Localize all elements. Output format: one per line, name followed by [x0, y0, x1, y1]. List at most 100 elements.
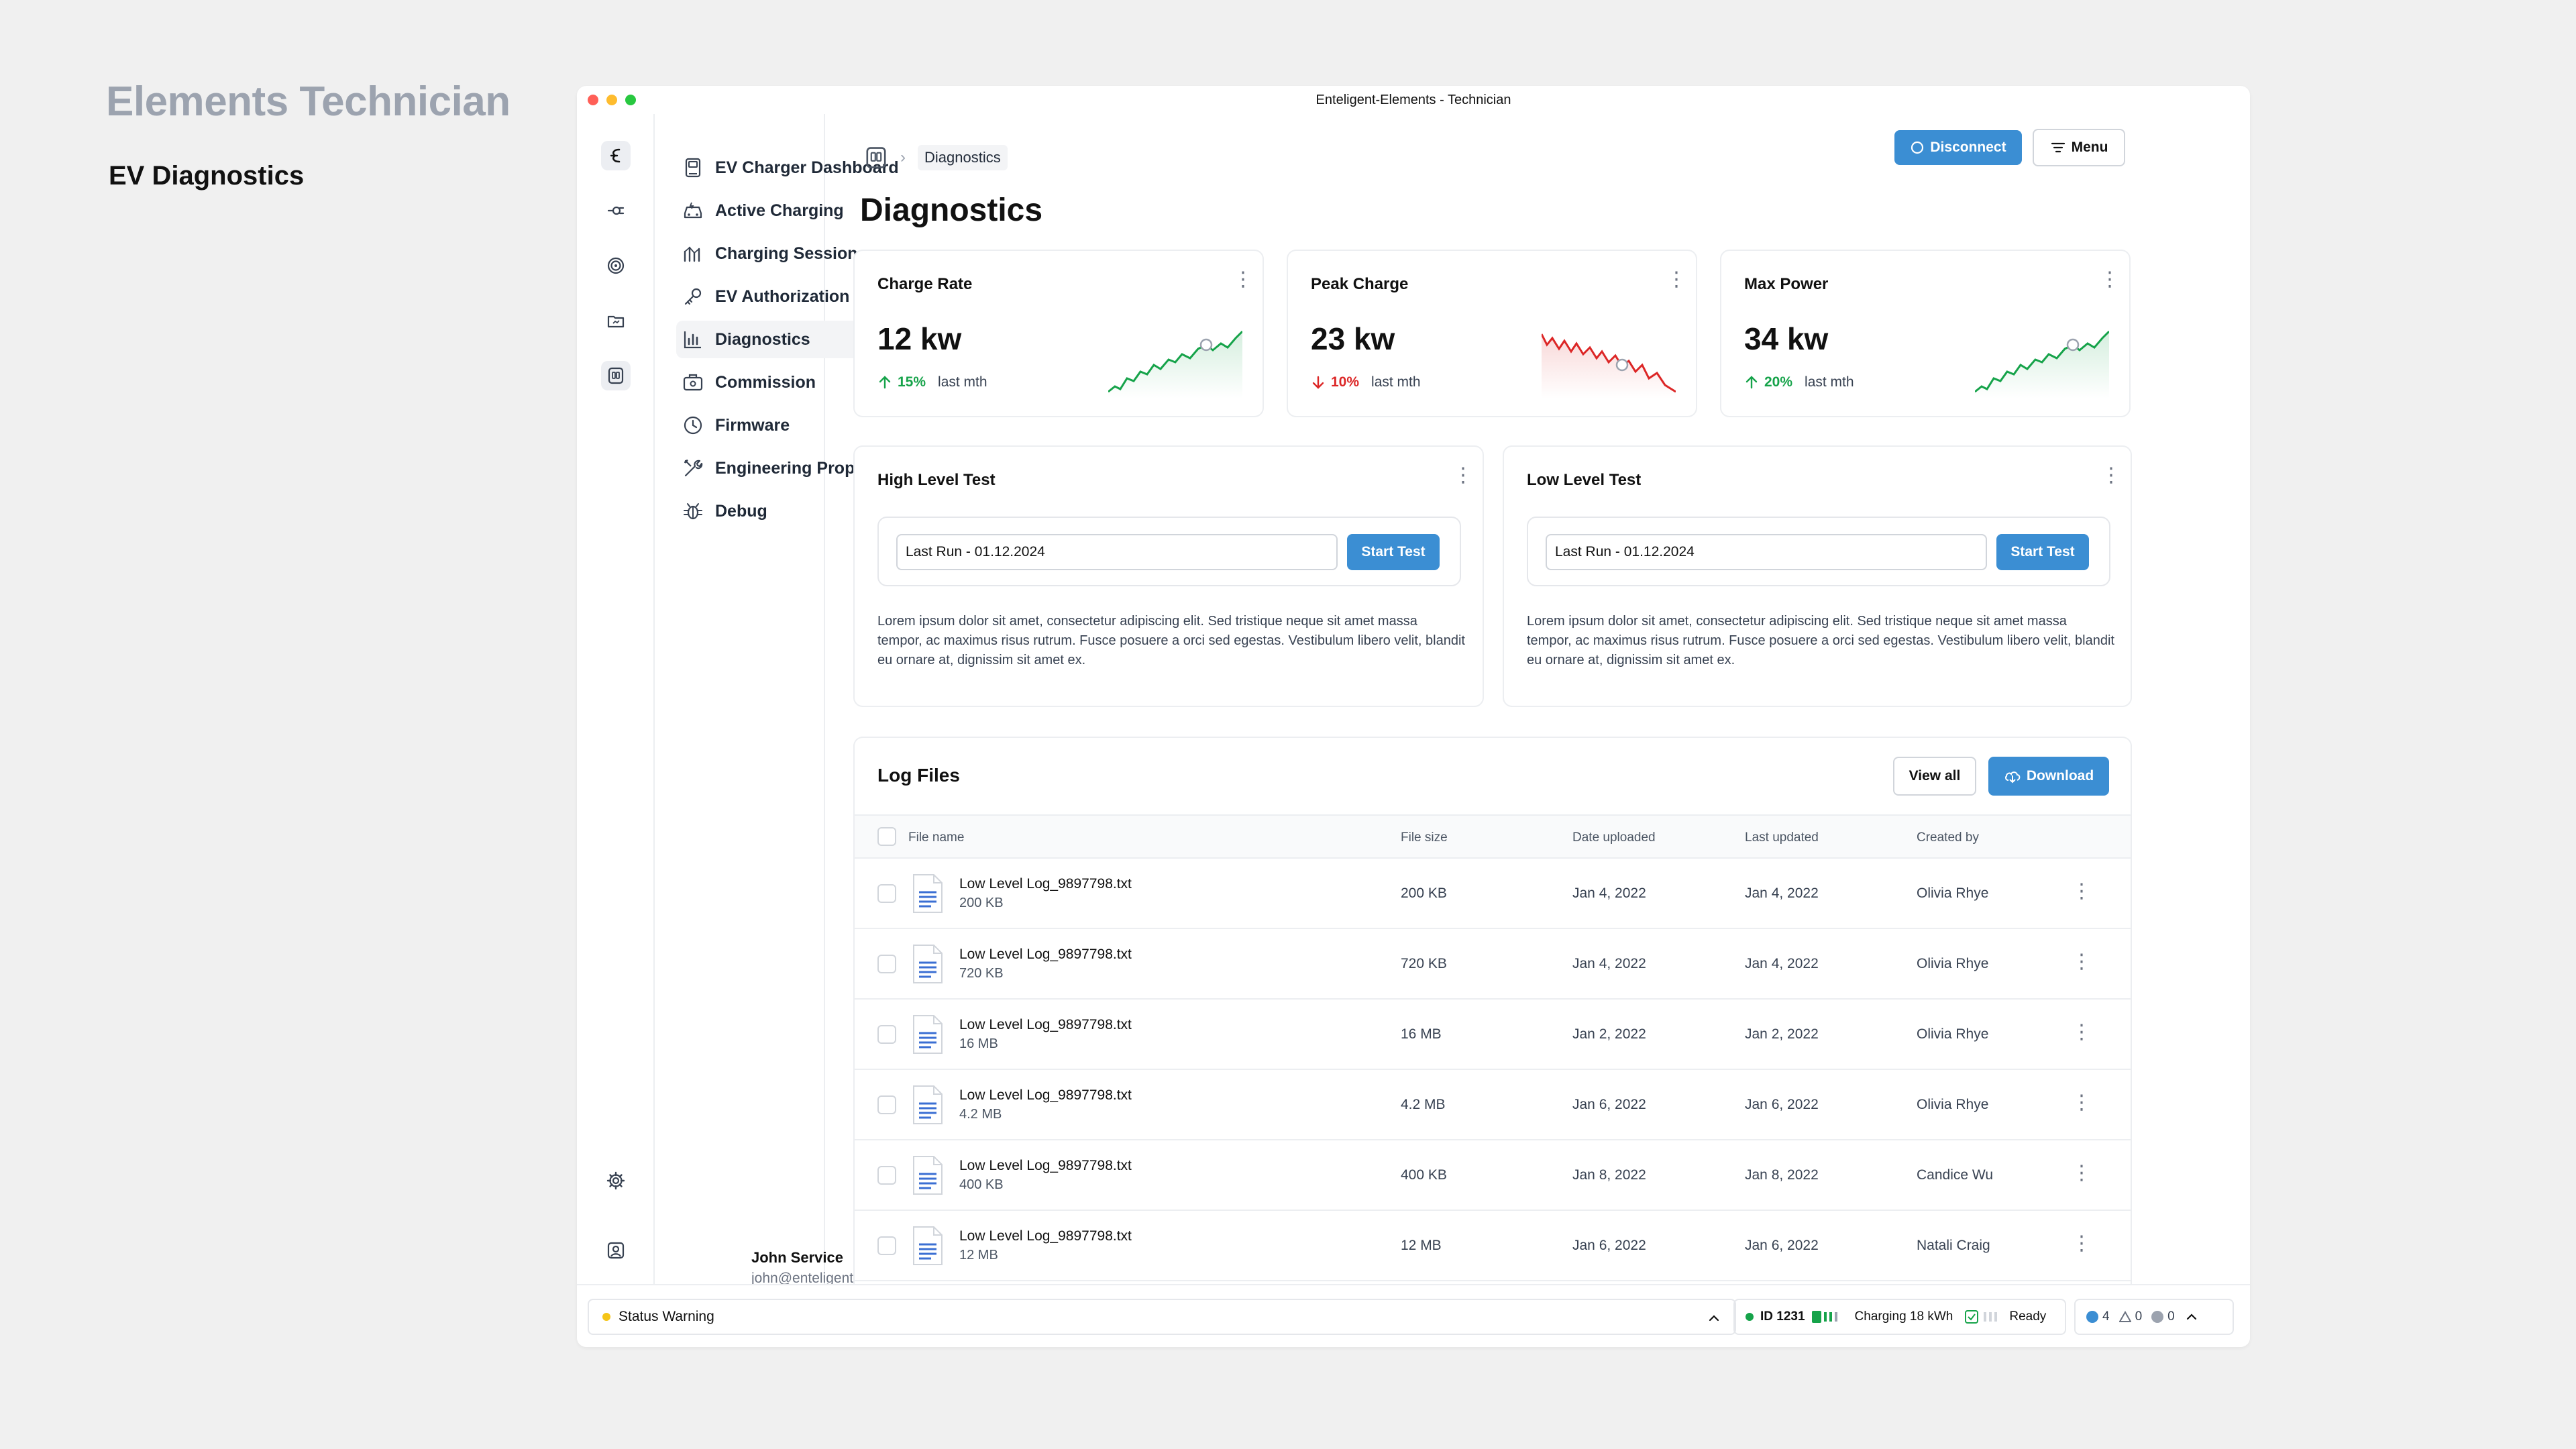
sidebar-item-label: Diagnostics: [715, 329, 810, 349]
table-row[interactable]: Low Level Log_9897798.txt 400 KB 400 KB Jan…: [855, 1140, 2131, 1211]
more-vertical-icon[interactable]: ⋮: [2072, 1091, 2092, 1114]
text-file-icon: [911, 1226, 945, 1266]
column-header-created-by[interactable]: Created by: [1917, 830, 1979, 845]
last-updated: Jan 2, 2022: [1745, 1026, 1819, 1042]
created-by: Olivia Rhye: [1917, 1026, 1989, 1042]
file-name[interactable]: Low Level Log_9897798.txt: [959, 1228, 1132, 1244]
file-size-sub: 400 KB: [959, 1177, 1004, 1192]
stat-title: Max Power: [1744, 275, 1829, 293]
sidebar-item-firmware[interactable]: Firmware: [676, 407, 902, 444]
info-count-value: 4: [2102, 1309, 2110, 1324]
more-vertical-icon[interactable]: ⋮: [1666, 268, 1686, 290]
more-vertical-icon[interactable]: ⋮: [1233, 268, 1253, 290]
bar-chart-icon: [684, 331, 701, 349]
column-header-file-name[interactable]: File name: [908, 830, 965, 845]
check-box-icon: [1965, 1310, 1979, 1324]
view-all-button[interactable]: View all: [1893, 757, 1976, 796]
minimize-window-button[interactable]: [606, 95, 617, 105]
device-status[interactable]: ID 1231 Charging 18 kWh Ready: [1733, 1299, 2066, 1335]
more-vertical-icon[interactable]: ⋮: [2072, 1232, 2092, 1254]
breadcrumb-current[interactable]: Diagnostics: [918, 145, 1008, 170]
sidebar-item-charging-sessions[interactable]: Charging Sessions: [676, 235, 902, 272]
status-bar: Status Warning ID 1231 Charging 18 kWh R…: [577, 1284, 2250, 1347]
start-test-button[interactable]: Start Test: [1996, 534, 2089, 570]
ready-status: Ready: [2009, 1309, 2047, 1324]
more-vertical-icon[interactable]: ⋮: [2072, 1162, 2092, 1184]
stat-value: 12 kw: [877, 321, 962, 356]
file-size-sub: 16 MB: [959, 1036, 998, 1051]
file-name[interactable]: Low Level Log_9897798.txt: [959, 1017, 1132, 1032]
date-uploaded: Jan 4, 2022: [1572, 956, 1646, 971]
battery-icon: [1811, 1311, 1837, 1323]
file-name[interactable]: Low Level Log_9897798.txt: [959, 1158, 1132, 1173]
sparkline-chart: [1108, 330, 1242, 398]
download-button[interactable]: Download: [1988, 757, 2109, 796]
row-checkbox[interactable]: [877, 1166, 896, 1185]
clock-icon: [684, 416, 702, 435]
arrow-up-icon: [879, 376, 891, 389]
user-name: John Service: [751, 1249, 843, 1266]
row-checkbox[interactable]: [877, 884, 896, 903]
last-updated: Jan 4, 2022: [1745, 956, 1819, 971]
close-window-button[interactable]: [588, 95, 598, 105]
sidebar-item-debug[interactable]: Debug: [676, 492, 902, 530]
start-test-button[interactable]: Start Test: [1347, 534, 1440, 570]
chevron-up-icon[interactable]: [2184, 1309, 2199, 1324]
sidebar-item-commission[interactable]: Commission: [676, 364, 902, 401]
column-header-file-size[interactable]: File size: [1401, 830, 1448, 845]
stat-card-max-power: Max Power ⋮ 34 kw 20% last mth: [1720, 250, 2131, 417]
select-all-checkbox[interactable]: [877, 827, 896, 846]
maximize-window-button[interactable]: [625, 95, 636, 105]
row-checkbox[interactable]: [877, 1236, 896, 1255]
sidebar-item-label: Debug: [715, 501, 767, 521]
column-header-date-uploaded[interactable]: Date uploaded: [1572, 830, 1656, 845]
row-checkbox[interactable]: [877, 955, 896, 973]
file-size-sub: 200 KB: [959, 896, 1004, 910]
sidebar-item-active-charging[interactable]: Active Charging: [676, 192, 902, 229]
stat-trend: 15% last mth: [877, 374, 987, 390]
table-row[interactable]: Low Level Log_9897798.txt 12 MB 12 MB Jan 6…: [855, 1211, 2131, 1281]
rail-target-button[interactable]: [601, 251, 631, 280]
ocr-scan-icon[interactable]: [864, 146, 888, 170]
row-checkbox[interactable]: [877, 1095, 896, 1114]
created-by: Natali Craig: [1917, 1238, 1990, 1253]
table-row[interactable]: Low Level Log_9897798.txt 720 KB 720 KB Jan…: [855, 929, 2131, 1000]
more-vertical-icon[interactable]: ⋮: [2072, 1021, 2092, 1043]
rail-settings-button[interactable]: [601, 1166, 631, 1195]
more-vertical-icon[interactable]: ⋮: [2100, 268, 2120, 290]
column-header-last-updated[interactable]: Last updated: [1745, 830, 1819, 845]
rail-profile-button[interactable]: [601, 1236, 631, 1265]
disconnect-label: Disconnect: [1930, 140, 2006, 155]
rail-folder-button[interactable]: [601, 306, 631, 335]
notification-counts[interactable]: 4 0 0: [2074, 1299, 2234, 1335]
last-run-field[interactable]: Last Run - 01.12.2024: [896, 534, 1338, 570]
file-name[interactable]: Low Level Log_9897798.txt: [959, 876, 1132, 892]
rail-logo-button[interactable]: [601, 141, 631, 170]
rail-charger-button[interactable]: [601, 196, 631, 225]
user-profile[interactable]: John Service john@enteligent.com: [751, 1249, 884, 1287]
more-vertical-icon[interactable]: ⋮: [1453, 464, 1473, 486]
test-card-low-level: Low Level Test ⋮ Last Run - 01.12.2024 S…: [1503, 445, 2132, 707]
stat-card-charge-rate: Charge Rate ⋮ 12 kw 15% last mth: [853, 250, 1264, 417]
table-row[interactable]: Low Level Log_9897798.txt 4.2 MB 4.2 MB Jan…: [855, 1070, 2131, 1140]
file-size-sub: 4.2 MB: [959, 1107, 1002, 1122]
sidebar-item-ev-authorization[interactable]: EV Authorization: [676, 278, 902, 315]
test-run-box: Last Run - 01.12.2024 Start Test: [877, 517, 1461, 586]
file-name[interactable]: Low Level Log_9897798.txt: [959, 1087, 1132, 1103]
status-warning-bar[interactable]: Status Warning: [588, 1299, 1736, 1335]
status-warning-label: Status Warning: [619, 1309, 714, 1324]
text-file-icon: [911, 1014, 945, 1055]
more-vertical-icon[interactable]: ⋮: [2072, 880, 2092, 902]
chevron-up-icon[interactable]: [1707, 1311, 1721, 1326]
table-row[interactable]: Low Level Log_9897798.txt 16 MB 16 MB Jan 2…: [855, 1000, 2131, 1070]
last-run-field[interactable]: Last Run - 01.12.2024: [1546, 534, 1987, 570]
menu-button[interactable]: Menu: [2033, 129, 2125, 166]
more-vertical-icon[interactable]: ⋮: [2072, 951, 2092, 973]
table-row[interactable]: Low Level Log_9897798.txt 200 KB 200 KB Jan…: [855, 859, 2131, 929]
rail-scan-button[interactable]: [601, 361, 631, 390]
row-checkbox[interactable]: [877, 1025, 896, 1044]
file-name[interactable]: Low Level Log_9897798.txt: [959, 947, 1132, 962]
last-updated: Jan 6, 2022: [1745, 1238, 1819, 1253]
disconnect-button[interactable]: Disconnect: [1894, 130, 2022, 165]
more-vertical-icon[interactable]: ⋮: [2101, 464, 2121, 486]
